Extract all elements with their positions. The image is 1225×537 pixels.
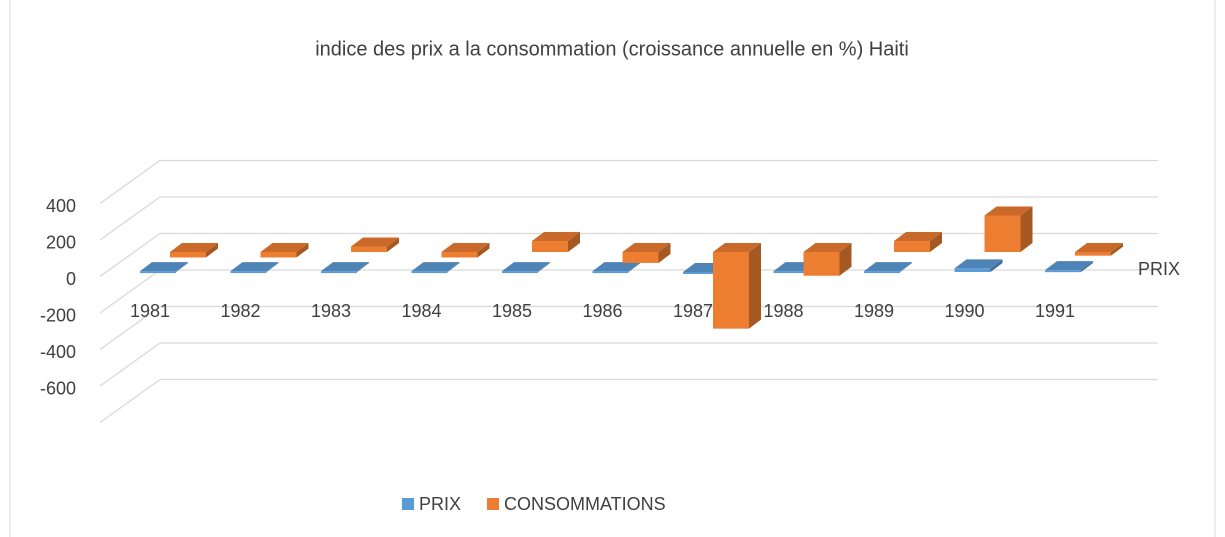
bar-side — [296, 243, 309, 258]
bar-top — [502, 262, 550, 272]
x-tick-label: 1985 — [492, 301, 532, 321]
bar — [502, 271, 538, 274]
bar-side — [477, 243, 490, 258]
bar — [260, 252, 297, 258]
bar — [230, 271, 267, 274]
x-tick-label: 1983 — [311, 301, 351, 321]
bar-side — [930, 232, 942, 252]
x-tick-label: 1982 — [220, 301, 260, 321]
x-tick-label: 1984 — [401, 301, 441, 321]
bar-top — [170, 243, 218, 252]
legend-swatch — [487, 498, 500, 510]
bar-top — [954, 259, 1003, 269]
bar — [894, 241, 930, 252]
x-tick-label: 1990 — [944, 301, 984, 321]
grid-line — [99, 232, 1158, 278]
bar-side — [1111, 243, 1123, 256]
bar — [864, 271, 900, 274]
y-tick-label: 400 — [46, 196, 76, 216]
bar-top — [230, 262, 279, 272]
bar-side — [568, 232, 580, 252]
bar — [592, 271, 629, 274]
bar-top — [894, 232, 942, 242]
bar-top — [1075, 243, 1123, 252]
bar — [1045, 270, 1081, 273]
bar — [773, 271, 810, 274]
bar-side — [447, 262, 460, 272]
bar — [683, 272, 719, 274]
bar — [622, 252, 659, 263]
bar-side — [1020, 206, 1033, 252]
depth-axis-label: PRIX — [1138, 259, 1180, 279]
bar — [532, 241, 568, 252]
bar-top — [411, 262, 460, 272]
bar-top — [321, 262, 369, 272]
bar-top — [864, 262, 912, 272]
y-tick-label: -200 — [40, 305, 76, 325]
bar-top — [260, 243, 309, 252]
grid-line — [99, 305, 1158, 351]
bar-side — [990, 259, 1003, 272]
y-tick-label: -400 — [40, 342, 76, 362]
bar-side — [176, 262, 188, 272]
bar-top — [351, 237, 399, 247]
bar-top — [532, 232, 580, 242]
legend-swatch — [402, 498, 414, 510]
y-tick-label: -600 — [40, 378, 76, 398]
bar-side — [357, 262, 369, 272]
chart-title: indice des prix a la consommation (crois… — [315, 38, 909, 60]
bar — [321, 271, 357, 274]
bar-side — [839, 243, 852, 276]
bar-top — [803, 243, 852, 252]
bar — [954, 268, 991, 272]
bar-top — [622, 243, 671, 252]
y-tick-label: 0 — [66, 269, 76, 289]
y-tick-label: 200 — [46, 232, 76, 252]
bar — [984, 215, 1021, 252]
bar-side — [206, 243, 218, 258]
bar-top — [1045, 261, 1093, 271]
x-tick-label: 1986 — [582, 301, 622, 321]
bar-side — [628, 262, 641, 272]
grid-line — [99, 378, 1158, 424]
x-tick-label: 1988 — [763, 301, 803, 321]
grid-line — [99, 159, 1158, 205]
bar-side — [1081, 261, 1093, 272]
bar-top — [984, 206, 1033, 216]
grid-line — [99, 342, 1158, 387]
bar-side — [387, 237, 399, 252]
bar-side — [538, 262, 550, 272]
legend-label: PRIX — [419, 494, 461, 514]
bar-top — [592, 262, 641, 272]
bar — [140, 271, 176, 274]
bar — [411, 271, 448, 274]
x-tick-label: 1987 — [673, 301, 713, 321]
bar-side — [658, 243, 671, 263]
bar-top — [441, 243, 490, 252]
x-tick-label: 1991 — [1035, 301, 1075, 321]
bar — [170, 252, 206, 258]
bar-side — [266, 262, 279, 272]
x-tick-label: 1981 — [130, 301, 170, 321]
bar-top — [140, 262, 188, 272]
grid-line — [99, 196, 1158, 241]
bar-side — [749, 243, 761, 329]
bar — [803, 252, 840, 276]
bar-side — [900, 262, 912, 272]
bar-top — [713, 243, 761, 252]
bar — [441, 252, 478, 258]
legend-label: CONSOMMATIONS — [504, 494, 666, 514]
x-tick-label: 1989 — [854, 301, 894, 321]
bar — [713, 252, 749, 329]
bar — [1075, 252, 1111, 256]
bar — [351, 246, 387, 252]
